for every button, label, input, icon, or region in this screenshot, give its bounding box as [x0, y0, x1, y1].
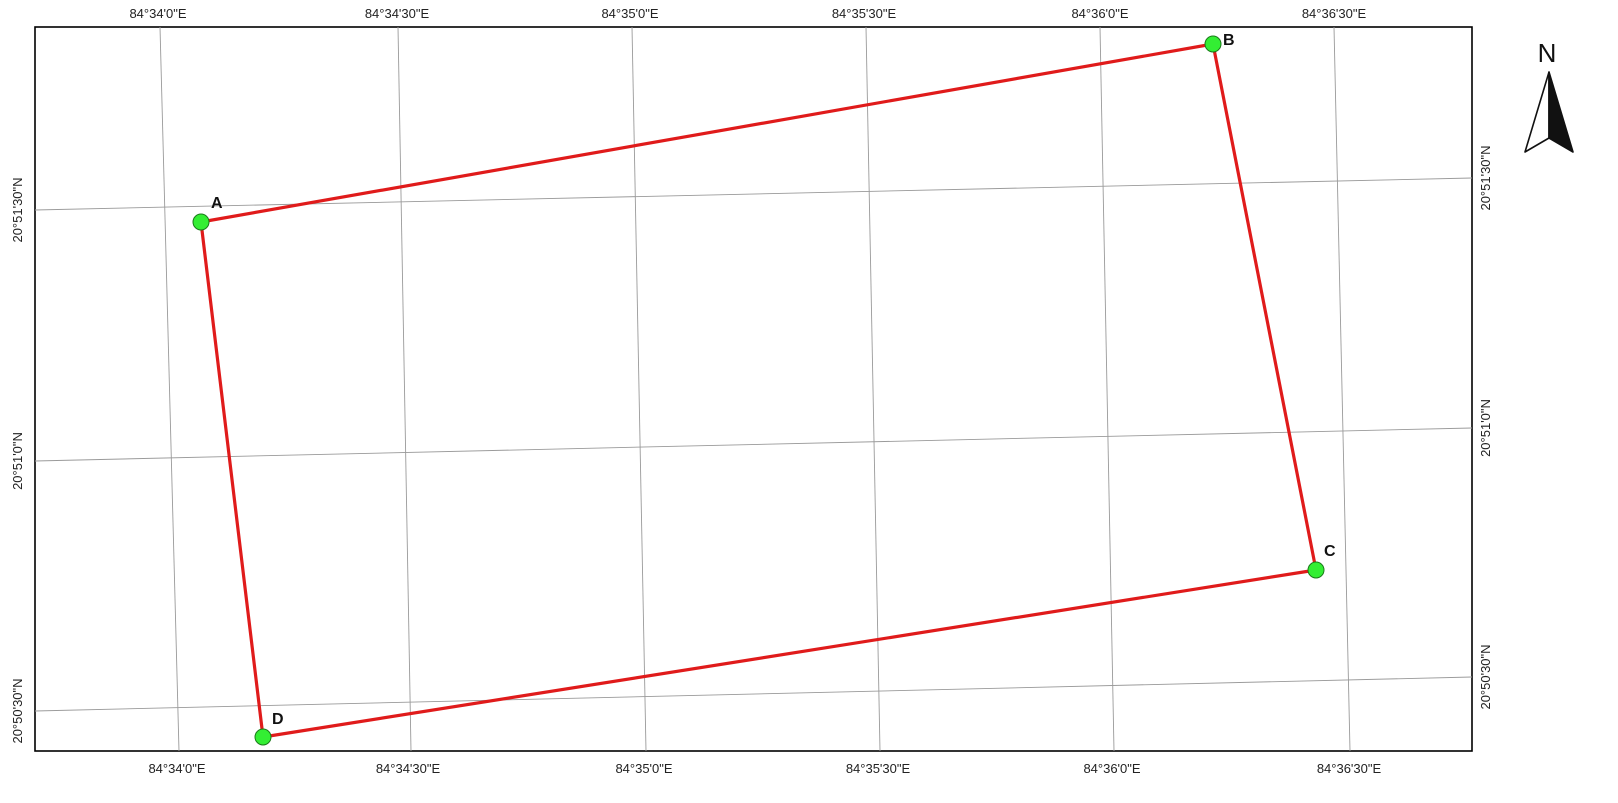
right-tick-label: 20°51'0"N [1478, 399, 1493, 457]
bottom-axis: 84°34'0"E 84°34'30"E 84°35'0"E 84°35'30"… [148, 761, 1381, 776]
point-c-label: C [1324, 543, 1336, 560]
bottom-tick-label: 84°34'30"E [376, 761, 441, 776]
top-tick-label: 84°34'30"E [365, 6, 430, 21]
meridian-line [397, 26, 412, 752]
bottom-tick-label: 84°35'0"E [615, 761, 672, 776]
point-a-label: A [211, 195, 223, 212]
top-tick-label: 84°35'30"E [832, 6, 897, 21]
bottom-tick-label: 84°36'0"E [1083, 761, 1140, 776]
point-d-marker[interactable] [254, 728, 272, 746]
left-tick-label: 20°50'30"N [10, 678, 25, 743]
parallel-line [34, 676, 1473, 712]
left-tick-label: 20°51'0"N [10, 432, 25, 490]
meridian-line [1099, 26, 1115, 752]
graticule-meridians [159, 26, 1351, 752]
point-c-marker[interactable] [1307, 561, 1325, 579]
point-b-label: B [1223, 32, 1235, 49]
meridian-line [865, 26, 881, 752]
north-arrow: N [1524, 38, 1574, 153]
left-axis: 20°51'30"N 20°51'0"N 20°50'30"N [10, 177, 25, 743]
top-tick-label: 84°36'0"E [1071, 6, 1128, 21]
north-arrow-label: N [1538, 38, 1557, 68]
left-tick-label: 20°51'30"N [10, 177, 25, 242]
right-axis: 20°51'30"N 20°51'0"N 20°50'30"N [1478, 145, 1493, 709]
bottom-tick-label: 84°35'30"E [846, 761, 911, 776]
graticule-parallels [34, 177, 1473, 712]
top-tick-label: 84°34'0"E [129, 6, 186, 21]
point-a-marker[interactable] [192, 213, 210, 231]
parallel-line [34, 177, 1473, 211]
bottom-tick-label: 84°34'0"E [148, 761, 205, 776]
vertex-points [192, 35, 1325, 746]
top-axis: 84°34'0"E 84°34'30"E 84°35'0"E 84°35'30"… [129, 6, 1366, 21]
right-tick-label: 20°50'30"N [1478, 644, 1493, 709]
point-d-label: D [272, 711, 284, 728]
north-arrow-icon [1524, 71, 1574, 153]
bottom-tick-label: 84°36'30"E [1317, 761, 1382, 776]
right-tick-label: 20°51'30"N [1478, 145, 1493, 210]
parallel-line [34, 427, 1473, 462]
meridian-line [159, 26, 180, 752]
vertex-labels: A B C D [211, 32, 1336, 728]
point-b-marker[interactable] [1204, 35, 1222, 53]
top-tick-label: 84°35'0"E [601, 6, 658, 21]
meridian-line [631, 26, 647, 752]
top-tick-label: 84°36'30"E [1302, 6, 1367, 21]
meridian-line [1333, 26, 1351, 752]
